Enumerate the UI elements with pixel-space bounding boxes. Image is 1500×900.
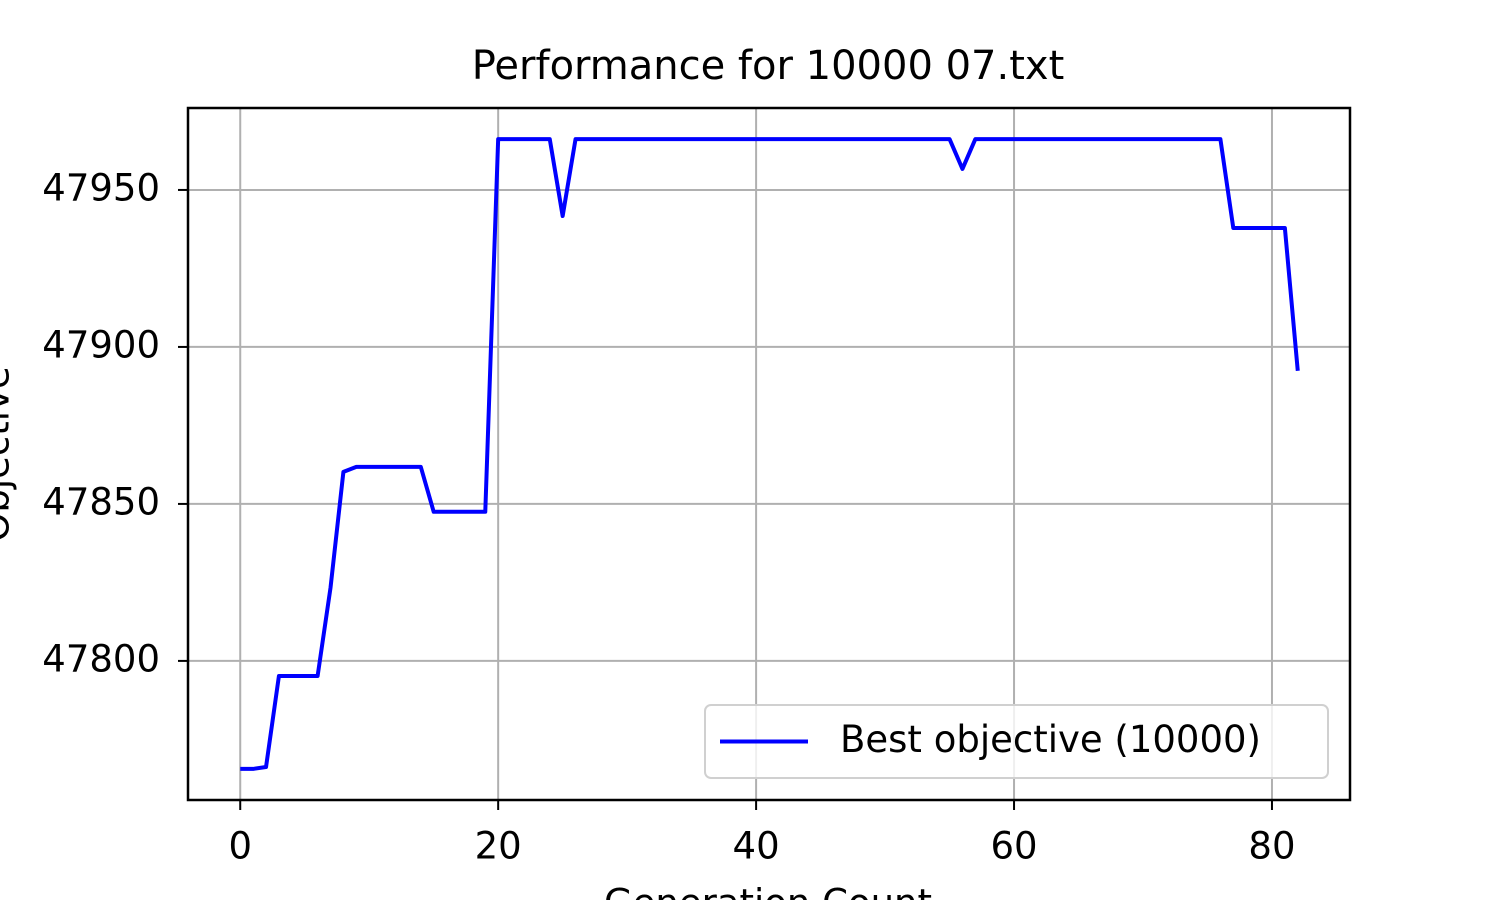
y-axis-label: Objective	[0, 366, 18, 541]
y-tick-label: 47900	[42, 323, 160, 366]
x-tick-label: 40	[733, 825, 780, 868]
x-tick-label: 60	[990, 825, 1037, 868]
plot-frame	[186, 106, 1352, 802]
data-line	[240, 137, 1300, 771]
x-tick-label: 0	[228, 825, 252, 868]
y-tick-label: 47800	[42, 637, 160, 680]
legend-box	[704, 704, 1329, 779]
y-tick-label: 47850	[42, 480, 160, 523]
legend-label: Best objective (10000)	[840, 718, 1261, 761]
x-tick-label: 80	[1248, 825, 1295, 868]
y-tick-label: 47950	[42, 166, 160, 209]
x-tick-label: 20	[475, 825, 522, 868]
chart-title: Performance for 10000 07.txt	[472, 43, 1065, 89]
x-axis-label: Generation Count	[604, 882, 932, 900]
